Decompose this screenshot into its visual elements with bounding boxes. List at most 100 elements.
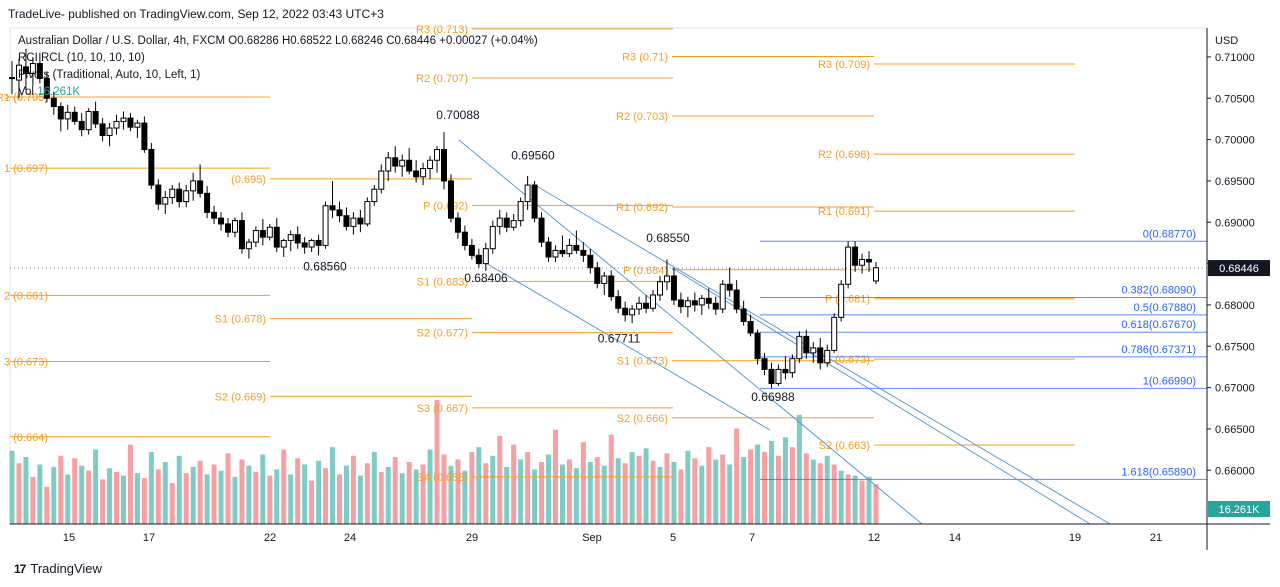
volume-bar [817,463,823,524]
volume-bar [796,414,802,524]
candle-body [427,159,434,170]
volume-bar [685,450,691,524]
candle-body [503,217,510,228]
candle-body [775,368,782,384]
volume-bar [845,474,851,524]
pivot-label: R3 (0.709) [818,59,870,71]
volume-bar [23,457,29,524]
price-tick-label: 0.68000 [1215,300,1255,312]
candle-body [740,308,747,322]
pivot-levels: R3 (0.713) R1 (0.705)> (0.705) R2 (0.707) R… [0,24,1075,484]
volume-bar [789,447,795,524]
candle-body [197,180,204,194]
volume-bar [86,470,92,524]
time-tick-label: 7 [749,532,755,544]
volume-bar [518,459,524,524]
candle-body [315,239,322,246]
volume-bar [622,463,628,524]
last-price-label: 0.68446 [1219,263,1259,275]
volume-bar [810,459,816,524]
candle-body [454,217,461,233]
volume-bar [476,447,482,524]
volume-bar [288,474,294,524]
candle-body [859,258,866,266]
pivot-label: R2 (0.698) [818,149,870,161]
volume-bar [211,464,217,524]
volume-bar [218,470,224,524]
fib-label: 1.618(0.65890) [1121,466,1196,478]
volume-bar [93,449,99,524]
volume-bar [44,486,50,524]
pivot-label: S2 (0.677) [417,328,468,340]
volume-bar [866,476,872,524]
volume-bars [9,400,879,524]
candle-body [677,299,684,308]
volume-label: Vol [18,86,34,98]
pivot-label: P (0.681) [825,294,870,306]
volume-value: 16.261K [37,86,81,98]
candle-body [670,275,677,301]
price-tick-label: 0.66500 [1215,424,1255,436]
volume-bar [573,468,579,524]
candle-body [552,249,559,258]
candle-body [461,231,468,246]
candle-body [845,246,852,285]
fib-label: 0(0.68770) [1143,228,1196,240]
volume-bar [455,459,461,524]
candle-body [245,241,252,250]
footer: 17 TradingView [14,561,102,576]
volume-bar [72,458,78,524]
volume-bar [497,435,503,524]
volume-bar [323,468,329,524]
volume-bar [378,471,384,524]
volume-tag [1208,501,1270,517]
candle-body [176,188,183,203]
fib-label: 0.382(0.68090) [1121,284,1196,296]
candle-body [420,168,427,178]
candle-body [587,254,594,269]
volume-bar [309,480,315,524]
volume-bar [190,466,196,524]
candle-body [29,63,36,74]
candle-body [636,302,643,310]
candle-body [22,66,29,74]
last-price-tag [1208,260,1270,277]
candle-body [789,358,796,374]
volume-bar [204,474,210,524]
candle-body [447,180,454,219]
volume-legend: Vol 16.261K [18,86,80,98]
volume-bar [699,465,705,524]
symbol-legend: Australian Dollar / U.S. Dollar, 4h, FXC… [18,35,538,47]
time-tick-label: 15 [63,532,75,544]
candle-body [106,127,113,136]
candle-body [85,110,92,131]
candle-body [190,180,197,192]
volume-bar [127,444,133,524]
candle-body [301,242,308,248]
candle-body [399,159,406,167]
volume-bar [30,476,36,524]
pivots-legend: Pivots (Traditional, Auto, 10, Left, 1) [18,69,201,81]
pivot-label: R3 (0.71) [622,52,668,64]
volume-bar [608,434,614,524]
volume-bar [643,448,649,524]
candle-body [643,302,650,309]
pivot-label: 1 (0.697) [4,163,48,175]
pivot-label: S1 (0.683) [417,276,468,288]
fib-label: 0.5(0.67880) [1134,302,1196,314]
volume-bar [434,400,440,524]
time-tick-label: 22 [264,532,276,544]
candle-body [294,234,301,244]
pivot-label: S2 (0.663) [819,440,870,452]
time-tick-label: 12 [868,532,880,544]
indicator-legend: RCI RCL (10, 10, 10, 10) [18,52,145,64]
candle-body [231,220,238,233]
candle-body [50,97,57,108]
candle-body [475,254,482,265]
candle-body [622,307,629,316]
candle-body [43,77,50,99]
candle-body [413,170,420,178]
price-tick-label: 0.70000 [1215,135,1255,147]
candle-body [378,170,385,190]
